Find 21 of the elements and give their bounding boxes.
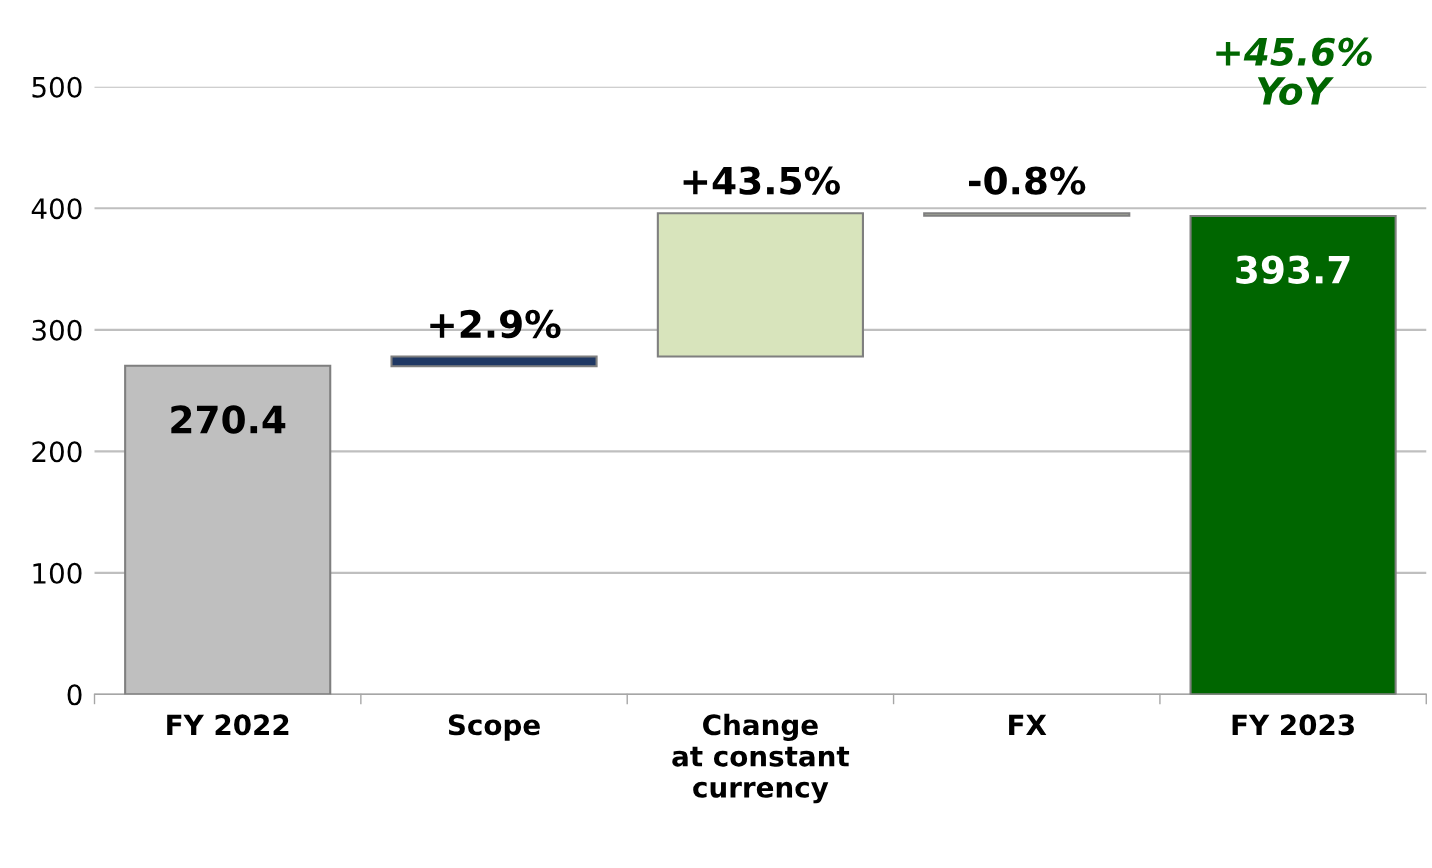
data-label: 393.7 <box>1236 255 1350 284</box>
y-tick-label: 200 <box>32 441 82 463</box>
bar <box>390 355 598 368</box>
x-tick-label: FY 2023 <box>1232 714 1354 736</box>
annotation: +43.5% <box>683 166 840 195</box>
y-tick-label: 500 <box>32 76 82 98</box>
x-tick-label: FY 2022 <box>167 714 289 736</box>
annotation: +45.6% YoY <box>1216 37 1372 106</box>
y-tick-label: 300 <box>32 319 82 341</box>
annotation: -0.8% <box>968 166 1086 195</box>
x-tick-label: Change at constant currency <box>672 713 850 804</box>
bar <box>1189 214 1397 695</box>
y-tick-label: 100 <box>33 562 82 584</box>
data-label: 270.4 <box>171 405 286 434</box>
x-tick-label: Scope <box>448 714 540 741</box>
x-tick-label: FX <box>1009 714 1047 735</box>
y-tick-label: 400 <box>31 198 82 220</box>
annotation: +2.9% <box>430 309 561 339</box>
bar <box>923 212 1131 217</box>
y-tick-label: 0 <box>67 684 82 706</box>
bar <box>656 212 864 358</box>
